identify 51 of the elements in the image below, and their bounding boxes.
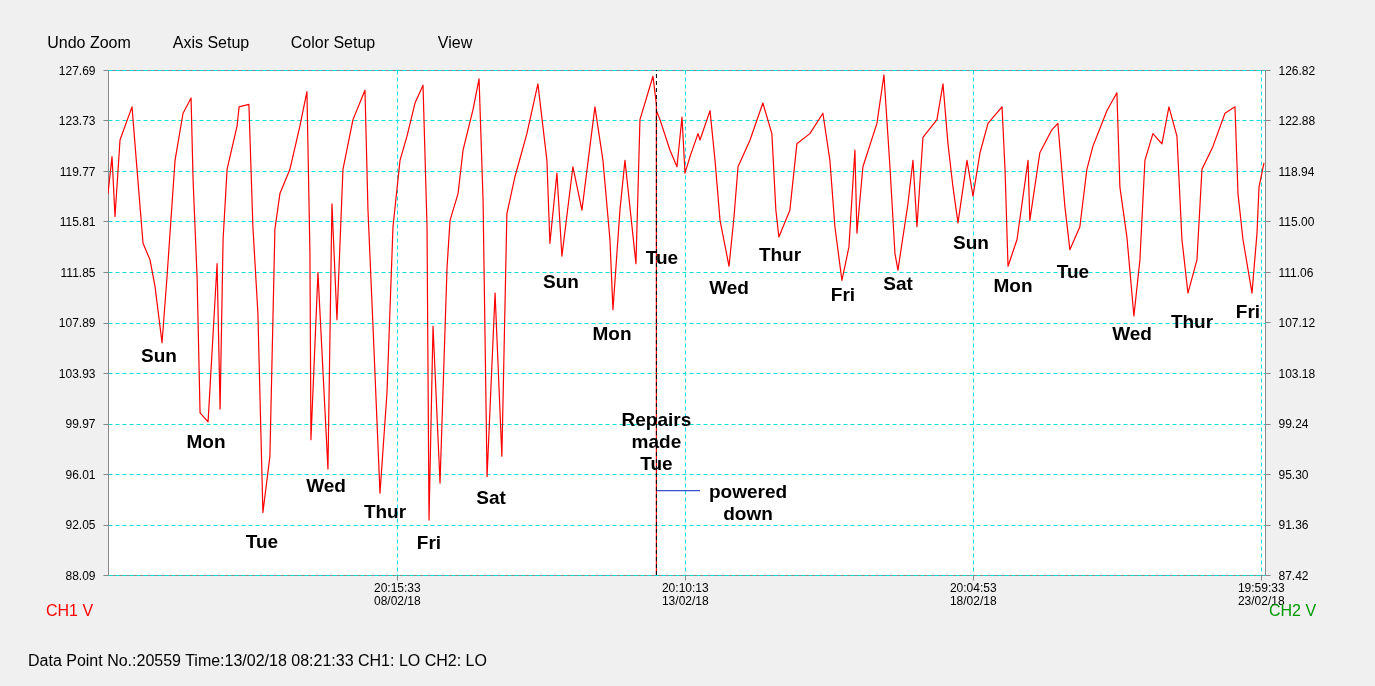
text: Undo Zoom <box>47 34 131 51</box>
y2-tick-label: 99.24 <box>1278 417 1309 431</box>
annotation: Thur <box>758 244 802 265</box>
text: Axis Setup <box>172 34 250 51</box>
y-tick-label: 115.81 <box>59 215 96 229</box>
y-tick-label: 127.69 <box>58 63 96 78</box>
y2-tick-label: 111.06 <box>1278 265 1314 280</box>
annotation: Mon <box>592 323 632 344</box>
x-tick-label: 20:04:53 18/02/18 <box>949 580 997 608</box>
text: View <box>437 34 473 51</box>
y2-tick-label: 91.36 <box>1278 518 1309 532</box>
annotation: Tue <box>1056 261 1090 282</box>
y-tick-label: 96.01 <box>65 467 96 482</box>
text: Color Setup <box>290 34 376 51</box>
y2-tick-label: 95.30 <box>1278 467 1309 482</box>
annotation: Sun <box>543 271 579 292</box>
annotation: Fri <box>416 532 442 553</box>
annotation: Fri <box>830 284 856 305</box>
y-tick-label: 92.05 <box>65 518 96 532</box>
annotation: Wed <box>306 475 346 496</box>
annotation: Mon <box>993 275 1033 296</box>
x-tick-label: 20:10:13 13/02/18 <box>661 580 709 608</box>
y-tick-label: 88.09 <box>65 568 96 583</box>
annotation: powered down <box>708 481 788 524</box>
x-tick-label: 20:15:33 08/02/18 <box>373 580 421 608</box>
annotation: Tue <box>245 531 279 552</box>
annotation: Wed <box>1112 323 1152 344</box>
y2-tick-label: 122.88 <box>1278 114 1316 128</box>
annotation: Wed <box>709 277 749 298</box>
annotation: Sat <box>476 487 507 508</box>
y-tick-label: 99.97 <box>65 417 96 431</box>
y-tick-label: 107.89 <box>58 316 96 330</box>
y2-tick-label: 126.82 <box>1278 63 1316 78</box>
annotation: Sun <box>141 345 177 366</box>
annotation: Fri <box>1235 301 1261 322</box>
annotation: Thur <box>1170 311 1214 332</box>
annotation: Thur <box>363 501 407 522</box>
y-tick-label: 111.85 <box>60 265 96 280</box>
y-tick-label: 103.93 <box>58 366 96 381</box>
y-tick-label: 119.77 <box>59 164 96 179</box>
y2-tick-label: 87.42 <box>1278 568 1309 583</box>
y2-tick-label: 107.12 <box>1278 316 1316 330</box>
annotation: Mon <box>186 431 226 452</box>
y2-tick-label: 103.18 <box>1278 366 1316 381</box>
annotation: Sun <box>953 232 989 253</box>
y-tick-label: 123.73 <box>58 114 96 128</box>
annotation: Sat <box>883 273 914 294</box>
y2-tick-label: 118.94 <box>1278 164 1315 179</box>
y-axis-title: CH1 V <box>45 601 94 619</box>
y2-tick-label: 115.00 <box>1278 215 1315 229</box>
text: Data Point No.:20559 Time:13/02/18 08:21:33 CH1: LO CH2: LO <box>28 652 487 669</box>
